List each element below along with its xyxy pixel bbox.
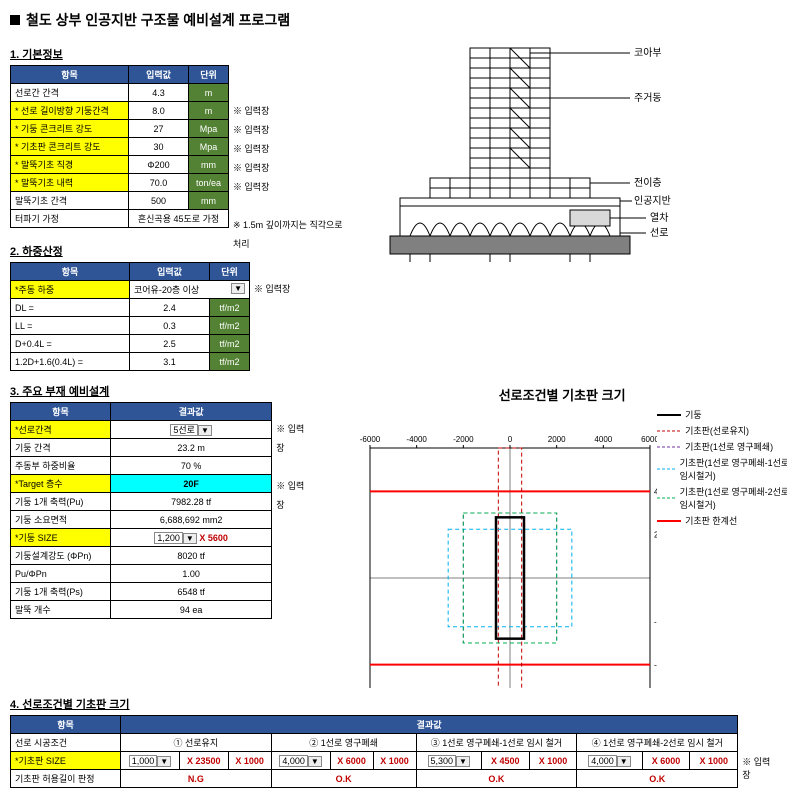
foundation-chart: -6000 -4000 -2000 0 2000 4000 6000 -4000 -2000 20… bbox=[330, 408, 657, 688]
col-unit2: 단위 bbox=[210, 263, 250, 281]
dropdown-chevron-icon[interactable]: ▼ bbox=[231, 283, 245, 294]
svg-text:-6000: -6000 bbox=[360, 435, 381, 444]
col-item: 항목 bbox=[11, 66, 129, 84]
dropdown-chevron-icon[interactable]: ▼ bbox=[198, 425, 212, 436]
svg-text:4000: 4000 bbox=[594, 435, 612, 444]
table-row-label: 말뚝기초 간격 bbox=[11, 192, 129, 210]
col-inval2: 입력값 bbox=[130, 263, 210, 281]
section-4-header: 4. 선로조건별 기초판 크기 bbox=[10, 696, 777, 712]
legend-item: 기초판(1선로 영구폐쇄-2선로 임시철거) bbox=[657, 485, 787, 511]
legend-item: 기초판(1선로 영구폐쇄-1선로 임시철거) bbox=[657, 456, 787, 482]
label-res: 주거동 bbox=[634, 92, 662, 104]
label-trans: 전이층 bbox=[634, 177, 662, 189]
col-result3: 결과값 bbox=[111, 403, 272, 421]
title-bullet-icon bbox=[10, 15, 20, 25]
design-table: 항목 결과값 *선로간격5선로▼기둥 간격23.2 m주동부 하중비율70 %*… bbox=[10, 402, 272, 619]
col-result4: 결과값 bbox=[121, 716, 738, 734]
svg-text:6000: 6000 bbox=[641, 435, 657, 444]
t4-note: ※ 입력장 bbox=[738, 755, 777, 781]
section-3-header: 3. 주요 부재 예비설계 bbox=[10, 383, 310, 399]
table-row-label: 선로간 간격 bbox=[11, 84, 129, 102]
page-title-text: 철도 상부 인공지반 구조물 예비설계 프로그램 bbox=[26, 10, 290, 30]
dropdown-chevron-icon[interactable]: ▼ bbox=[617, 756, 631, 767]
legend-item: 기초판 한계선 bbox=[657, 514, 787, 527]
foundation-size-table: 항목 결과값 선로 시공조건① 선로유지② 1선로 영구폐쇄③ 1선로 영구폐쇄… bbox=[10, 715, 738, 788]
chart-legend: 기둥기초판(선로유지) 기초판(1선로 영구폐쇄) 기초판(1선로 영구폐쇄-1선로… bbox=[657, 408, 787, 530]
svg-text:-2000: -2000 bbox=[453, 435, 474, 444]
page-title: 철도 상부 인공지반 구조물 예비설계 프로그램 bbox=[10, 10, 777, 30]
svg-text:2000: 2000 bbox=[654, 531, 657, 540]
legend-item: 기초판(1선로 영구폐쇄) bbox=[657, 440, 787, 453]
svg-text:0: 0 bbox=[508, 435, 513, 444]
svg-text:-4000: -4000 bbox=[406, 435, 427, 444]
table-row-label: * 말뚝기초 직경 bbox=[11, 156, 129, 174]
dropdown-chevron-icon[interactable]: ▼ bbox=[183, 533, 197, 544]
svg-text:-4000: -4000 bbox=[654, 661, 657, 670]
section-1-header: 1. 기본정보 bbox=[10, 46, 350, 62]
col-inval: 입력값 bbox=[129, 66, 189, 84]
table-row-label: * 말뚝기초 내력 bbox=[11, 174, 129, 192]
load-table: 항목 입력값 단위 *주동 하중코어유-20층 이상▼DL =2.4tf/m2L… bbox=[10, 262, 250, 371]
table-row-label: 터파기 가정 bbox=[11, 210, 129, 228]
svg-text:2000: 2000 bbox=[548, 435, 566, 444]
dropdown-chevron-icon[interactable]: ▼ bbox=[157, 756, 171, 767]
table-row-label: * 선로 길이방향 기둥간격 bbox=[11, 102, 129, 120]
svg-text:-2000: -2000 bbox=[654, 617, 657, 626]
table-row-label: * 기초판 콘크리트 강도 bbox=[11, 138, 129, 156]
table-row-label: * 기둥 콘크리트 강도 bbox=[11, 120, 129, 138]
chart-title: 선로조건별 기초판 크기 bbox=[330, 385, 787, 404]
basic-info-table: 항목 입력값 단위 선로간 간격4.3m* 선로 길이방향 기둥간격8.0m* … bbox=[10, 65, 229, 228]
dropdown-chevron-icon[interactable]: ▼ bbox=[456, 756, 470, 767]
legend-item: 기둥 bbox=[657, 408, 787, 421]
col-item3: 항목 bbox=[11, 403, 111, 421]
legend-item: 기초판(선로유지) bbox=[657, 424, 787, 437]
label-artg: 인공지반 bbox=[634, 195, 671, 207]
dropdown-chevron-icon[interactable]: ▼ bbox=[308, 756, 322, 767]
col-item4: 항목 bbox=[11, 716, 121, 734]
building-diagram: 코아부 주거동 전이층 인공지반 열차 선로 bbox=[370, 38, 690, 268]
label-track: 선로 bbox=[650, 227, 668, 239]
section-2-header: 2. 하중산정 bbox=[10, 243, 350, 259]
label-train: 열차 bbox=[650, 212, 668, 224]
label-core: 코아부 bbox=[634, 47, 662, 59]
col-unit: 단위 bbox=[189, 66, 229, 84]
col-item2: 항목 bbox=[11, 263, 130, 281]
